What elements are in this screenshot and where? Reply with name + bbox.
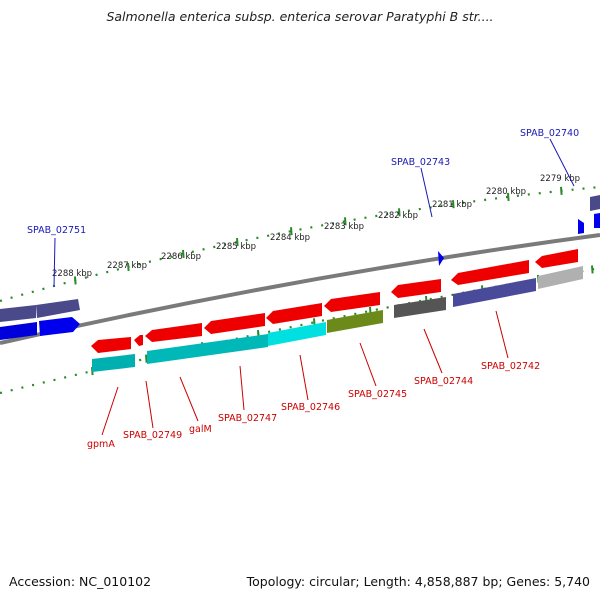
scale-label: 2279 kbp xyxy=(540,174,580,184)
gene-label-spab-02744[interactable]: SPAB_02744 xyxy=(414,376,473,387)
scale-label: 2286 kbp xyxy=(161,252,201,262)
gene-feature[interactable] xyxy=(391,279,441,298)
gene-feature[interactable] xyxy=(134,335,143,346)
outer-ruler xyxy=(0,185,600,303)
gene-label-spab-02749[interactable]: SPAB_02749 xyxy=(123,430,182,441)
gene-feature[interactable] xyxy=(538,266,583,289)
major-tick xyxy=(145,354,148,363)
gene-feature[interactable] xyxy=(535,249,578,268)
gene-feature[interactable] xyxy=(594,213,600,228)
gene-feature[interactable] xyxy=(39,317,80,336)
gene-label-spab-02745[interactable]: SPAB_02745 xyxy=(348,389,407,400)
scale-label: 2288 kbp xyxy=(52,269,92,279)
gene-label-spab-02740[interactable]: SPAB_02740 xyxy=(520,128,579,139)
gene-feature[interactable] xyxy=(590,195,600,211)
gene-feature[interactable] xyxy=(91,337,131,353)
major-tick xyxy=(182,249,185,259)
gene-label-spab-02751[interactable]: SPAB_02751 xyxy=(27,225,86,236)
scale-label: 2284 kbp xyxy=(270,233,310,243)
gene-label-spab-02743[interactable]: SPAB_02743 xyxy=(391,157,450,168)
major-tick xyxy=(236,238,239,247)
reverse-features xyxy=(91,249,583,372)
gene-feature[interactable] xyxy=(268,322,326,346)
gene-feature[interactable] xyxy=(438,251,444,266)
gene-feature[interactable] xyxy=(147,334,268,364)
scale-label: 2287 kbp xyxy=(107,261,147,271)
major-tick xyxy=(344,217,347,226)
forward-features xyxy=(0,195,600,340)
major-tick xyxy=(290,227,293,236)
gene-feature[interactable] xyxy=(578,219,584,234)
gene-feature[interactable] xyxy=(92,354,135,372)
gene-feature[interactable] xyxy=(394,297,446,318)
gene-label-spab-02747[interactable]: SPAB_02747 xyxy=(218,413,277,424)
gene-feature[interactable] xyxy=(324,292,380,312)
scale-labels: 2288 kbp 2287 kbp 2286 kbp 2285 kbp 2284 kbp… xyxy=(52,174,580,279)
gene-feature[interactable] xyxy=(36,299,80,318)
scale-label: 2283 kbp xyxy=(324,222,364,232)
gene-feature[interactable] xyxy=(0,322,37,340)
scale-label: 2285 kbp xyxy=(216,242,256,252)
major-tick xyxy=(591,265,594,274)
major-tick xyxy=(560,186,563,195)
gene-label-spab-02742[interactable]: SPAB_02742 xyxy=(481,361,540,372)
scale-label: 2282 kbp xyxy=(378,211,418,221)
gene-feature[interactable] xyxy=(453,278,536,307)
gene-feature[interactable] xyxy=(0,305,36,322)
accession-text: Accession: NC_010102 xyxy=(9,574,152,589)
map-title: Salmonella enterica subsp. enterica sero… xyxy=(106,9,494,24)
gene-feature[interactable] xyxy=(204,313,265,334)
major-tick xyxy=(74,276,77,285)
major-tick xyxy=(507,192,510,202)
callout-lines xyxy=(53,138,575,436)
major-tick xyxy=(127,262,130,272)
scale-ticks xyxy=(74,186,594,376)
scale-label: 2280 kbp xyxy=(486,187,526,197)
major-tick xyxy=(452,200,455,209)
scale-label: 2281 kbp xyxy=(432,200,472,210)
gene-label-gpma[interactable]: gpmA xyxy=(87,439,115,450)
genome-backbone xyxy=(0,233,600,345)
gene-feature[interactable] xyxy=(145,323,202,342)
gene-feature[interactable] xyxy=(451,260,529,285)
gene-feature[interactable] xyxy=(327,310,383,333)
gene-label-spab-02746[interactable]: SPAB_02746 xyxy=(281,402,340,413)
major-tick xyxy=(398,208,401,217)
gene-feature[interactable] xyxy=(266,303,322,324)
gene-label-galm[interactable]: galM xyxy=(189,424,212,435)
summary-text: Topology: circular; Length: 4,858,887 bp… xyxy=(246,574,590,589)
